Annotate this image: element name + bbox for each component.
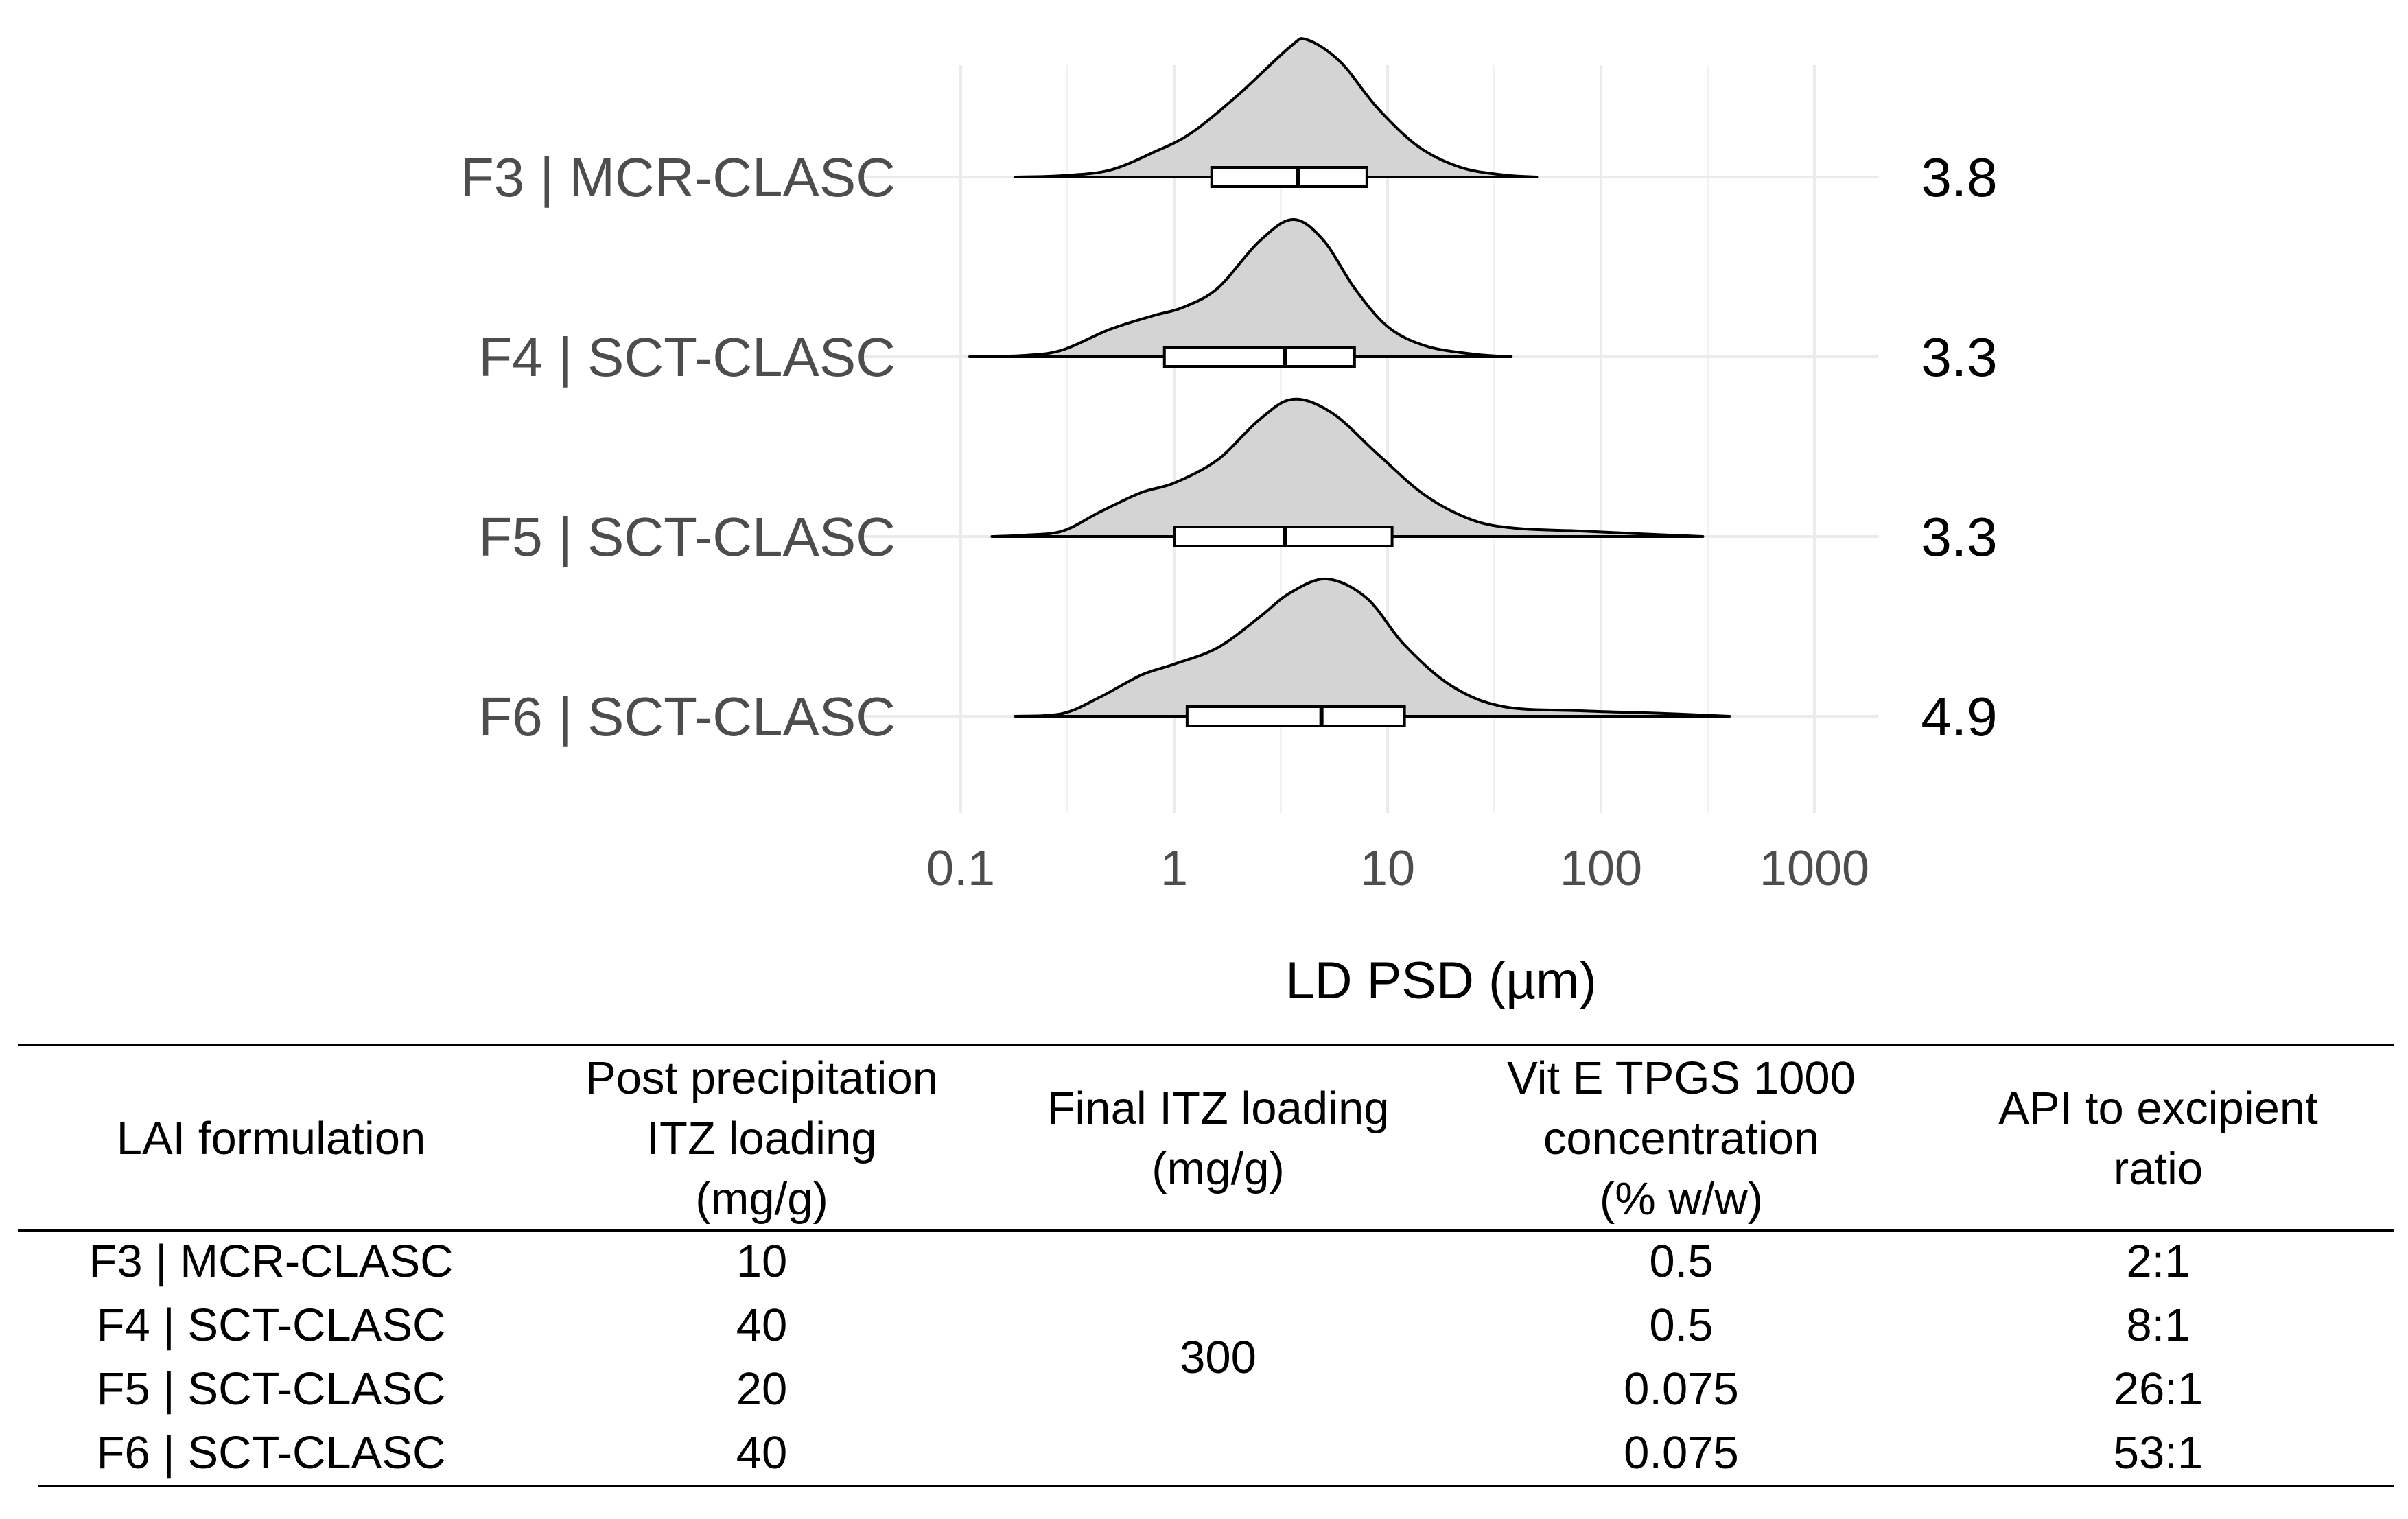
cell-tpgs: 0.5 bbox=[1649, 1299, 1714, 1351]
summary-table: LAI formulation Post precipitation ITZ lo… bbox=[0, 1033, 2408, 1513]
density-violin bbox=[990, 397, 1705, 538]
cell-post-loading: 10 bbox=[736, 1236, 788, 1287]
psd-violin-chart: 0.1 1 10 100 1000 F3 | MCR-CLASC 3.8 F4 | SCT-C… bbox=[460, 37, 1998, 1010]
cell-tpgs: 0.5 bbox=[1649, 1236, 1714, 1287]
table-top-rule bbox=[18, 1044, 2394, 1046]
x-tick-label: 1000 bbox=[1760, 841, 1869, 896]
table-row: F3 | MCR-CLASC 10 0.5 2:1 bbox=[0, 1229, 2408, 1293]
cell-tpgs: 0.075 bbox=[1624, 1427, 1739, 1479]
cell-formulation: F5 | SCT-CLASC bbox=[96, 1363, 446, 1415]
density-violin bbox=[968, 217, 1513, 358]
cell-final-loading-merged: 300 bbox=[1180, 1331, 1256, 1383]
density-violin bbox=[1014, 37, 1539, 178]
table-row: F5 | SCT-CLASC 20 0.075 26:1 bbox=[0, 1357, 2408, 1421]
median-value-label: 4.9 bbox=[1921, 686, 1997, 747]
header-api-excipient-ratio: API to excipient ratio bbox=[1998, 1083, 2318, 1194]
category-label: F3 | MCR-CLASC bbox=[460, 147, 896, 208]
iqr-box bbox=[1185, 705, 1406, 727]
header-vit-e-tpgs-concentration: Vit E TPGS 1000 concentration (% w/w) bbox=[1507, 1052, 1856, 1225]
table-row: F6 | SCT-CLASC 40 0.075 53:1 bbox=[0, 1421, 2408, 1485]
header-post-precipitation-loading: Post precipitation ITZ loading (mg/g) bbox=[585, 1052, 938, 1225]
median-value-label: 3.8 bbox=[1921, 147, 1997, 208]
cell-ratio: 2:1 bbox=[2126, 1236, 2190, 1287]
header-lai-formulation: LAI formulation bbox=[116, 1113, 426, 1164]
table-row: F4 | SCT-CLASC 40 0.5 8:1 bbox=[0, 1293, 2408, 1357]
cell-formulation: F6 | SCT-CLASC bbox=[96, 1427, 446, 1479]
cell-ratio: 26:1 bbox=[2113, 1363, 2204, 1415]
x-tick-label: 100 bbox=[1560, 841, 1642, 896]
density-violin bbox=[1014, 577, 1731, 718]
x-tick-label: 0.1 bbox=[926, 841, 995, 896]
x-tick-label: 10 bbox=[1360, 841, 1415, 896]
label-layer: 0.1 1 10 100 1000 F3 | MCR-CLASC 3.8 F4 | SCT-C… bbox=[460, 147, 1998, 896]
cell-post-loading: 20 bbox=[736, 1363, 788, 1415]
x-axis-title: LD PSD (µm) bbox=[1285, 952, 1596, 1010]
iqr-box bbox=[1210, 166, 1368, 188]
category-label: F6 | SCT-CLASC bbox=[478, 686, 896, 747]
category-label: F5 | SCT-CLASC bbox=[478, 506, 896, 567]
median-value-label: 3.3 bbox=[1921, 327, 1997, 388]
cell-formulation: F4 | SCT-CLASC bbox=[96, 1299, 446, 1351]
cell-tpgs: 0.075 bbox=[1624, 1363, 1739, 1415]
table-header-rule bbox=[18, 1229, 2394, 1232]
table-bottom-rule bbox=[38, 1485, 2394, 1487]
cell-post-loading: 40 bbox=[736, 1427, 788, 1479]
header-final-itz-loading: Final ITZ loading (mg/g) bbox=[1047, 1083, 1390, 1194]
x-tick-label: 1 bbox=[1160, 841, 1188, 896]
cell-ratio: 53:1 bbox=[2113, 1427, 2204, 1479]
cell-formulation: F3 | MCR-CLASC bbox=[89, 1236, 454, 1287]
median-value-label: 3.3 bbox=[1921, 506, 1997, 567]
category-label: F4 | SCT-CLASC bbox=[478, 327, 896, 388]
violin-layer bbox=[968, 37, 1731, 727]
cell-ratio: 8:1 bbox=[2126, 1299, 2190, 1351]
iqr-box bbox=[1162, 346, 1356, 368]
cell-post-loading: 40 bbox=[736, 1299, 788, 1351]
